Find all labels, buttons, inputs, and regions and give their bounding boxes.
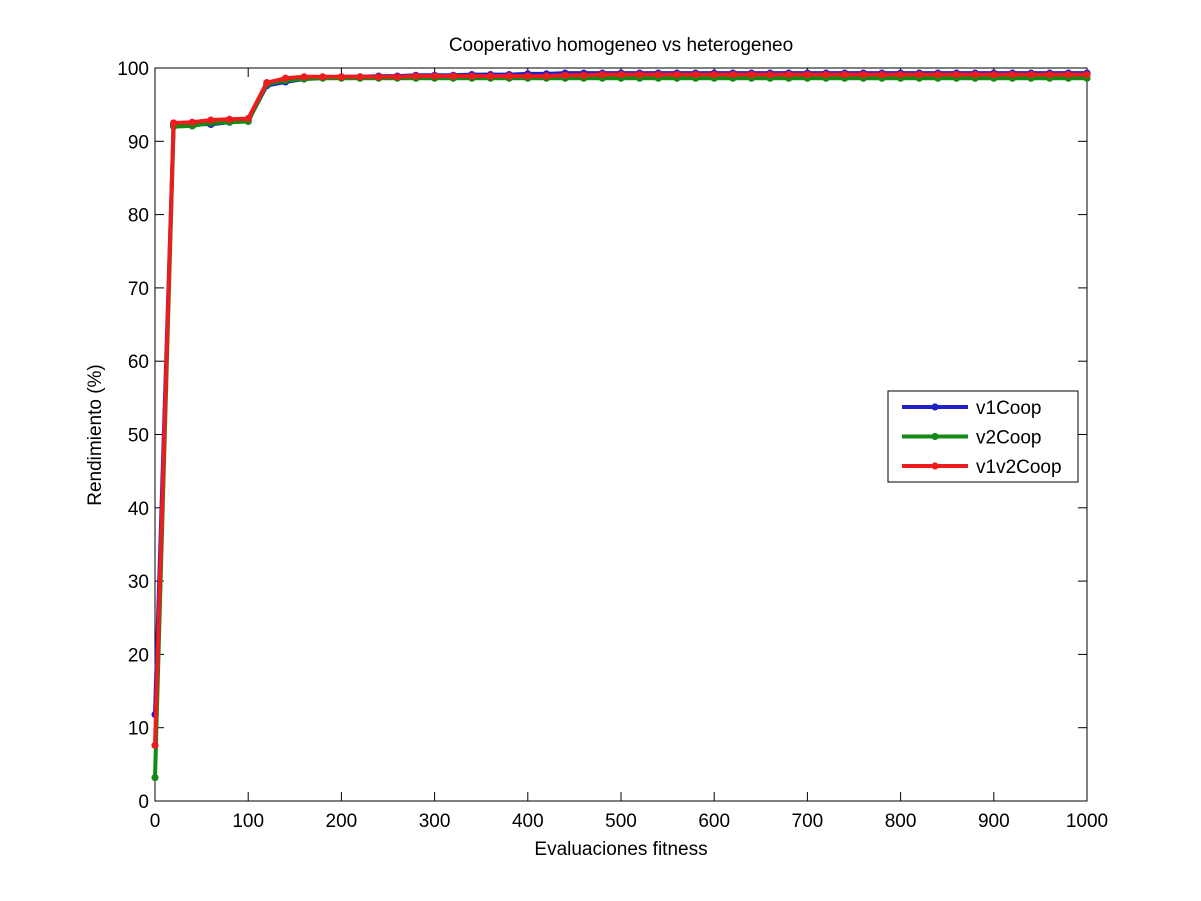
data-point-v1v2Coop — [934, 70, 942, 79]
data-point-v1v2Coop — [822, 70, 830, 79]
data-point-v1v2Coop — [878, 70, 886, 79]
data-point-v1v2Coop — [952, 70, 961, 79]
data-point-v1v2Coop — [897, 70, 905, 79]
legend-entry-v2Coop: v2Coop — [902, 428, 1042, 449]
data-point-v1v2Coop — [691, 70, 700, 79]
x-tick-labels: 0 100 200 300 400 500 600 700 800 900 1000 — [150, 811, 1108, 832]
data-point-v1v2Coop — [412, 72, 420, 80]
data-point-v1v2Coop — [281, 74, 290, 82]
legend-entries: v1Coop v2Coop v1v2Coop — [902, 398, 1062, 478]
data-point-v1v2Coop — [1083, 70, 1091, 79]
y-tick-label: 70 — [128, 279, 149, 300]
legend-marker — [931, 462, 939, 470]
data-point-v1v2Coop — [170, 119, 178, 127]
y-tick-label: 100 — [117, 59, 149, 80]
data-point-v1v2Coop — [598, 70, 606, 79]
data-point-v1v2Coop — [263, 79, 271, 87]
data-point-v1v2Coop — [636, 70, 644, 79]
data-point-v1v2Coop — [1064, 70, 1072, 79]
data-point-v1v2Coop — [225, 115, 234, 123]
x-tick-label: 100 — [232, 811, 264, 832]
data-point-v1v2Coop — [617, 70, 625, 79]
data-point-v1v2Coop — [431, 72, 439, 80]
data-point-v1v2Coop — [785, 70, 793, 79]
legend-label: v1v2Coop — [976, 457, 1062, 478]
x-axis-label: Evaluaciones fitness — [534, 839, 707, 860]
data-point-v1v2Coop — [337, 73, 345, 81]
y-tick-label: 40 — [128, 499, 149, 520]
y-tick-label: 60 — [128, 352, 149, 373]
data-point-v1v2Coop — [468, 72, 476, 80]
data-point-v1v2Coop — [244, 114, 252, 123]
x-tick-label: 700 — [792, 811, 824, 832]
y-tick-label: 90 — [128, 132, 149, 153]
x-tick-label: 0 — [150, 811, 161, 832]
data-point-v1v2Coop — [859, 70, 867, 79]
legend-marker — [931, 403, 939, 411]
data-point-v1v2Coop — [803, 70, 812, 79]
data-point-v1v2Coop — [915, 70, 923, 79]
legend-label: v2Coop — [976, 428, 1042, 449]
x-tick-label: 200 — [326, 811, 358, 832]
data-point-v1v2Coop — [654, 70, 662, 79]
data-point-v1v2Coop — [1008, 70, 1017, 79]
y-tick-label: 0 — [138, 792, 149, 813]
data-point-v1v2Coop — [1046, 70, 1054, 79]
data-point-v1v2Coop — [486, 72, 495, 80]
legend-entry-v1v2Coop: v1v2Coop — [902, 457, 1062, 478]
legend-marker — [931, 432, 939, 441]
data-point-v1v2Coop — [710, 70, 718, 79]
data-point-v1v2Coop — [524, 72, 532, 80]
legend: v1Coop v2Coop v1v2Coop — [887, 390, 1079, 483]
legend-label: v1Coop — [976, 398, 1042, 419]
data-point-v1v2Coop — [841, 70, 849, 79]
x-tick-label: 800 — [885, 811, 917, 832]
data-point-v1v2Coop — [300, 73, 308, 81]
x-tick-label: 900 — [978, 811, 1010, 832]
y-tick-label: 80 — [128, 206, 149, 227]
data-point-v1v2Coop — [375, 73, 383, 81]
data-point-v1v2Coop — [449, 72, 457, 80]
y-tick-label: 10 — [128, 719, 149, 740]
data-point-v1v2Coop — [356, 73, 364, 81]
series-lines — [151, 69, 1091, 782]
data-point-v1v2Coop — [207, 116, 215, 124]
data-point-v1v2Coop — [188, 118, 196, 126]
data-point-v1v2Coop — [990, 70, 998, 79]
y-tick-label: 20 — [128, 645, 149, 666]
data-point-v1v2Coop — [971, 70, 979, 79]
x-tick-label: 400 — [512, 811, 544, 832]
y-tick-label: 30 — [128, 572, 149, 593]
data-point-v1v2Coop — [542, 72, 551, 80]
chart-title: Cooperativo homogeneo vs heterogeneo — [449, 35, 793, 56]
data-point-v1v2Coop — [729, 70, 737, 79]
y-tick-label: 50 — [128, 426, 149, 447]
data-point-v2Coop — [151, 773, 159, 782]
data-point-v1v2Coop — [561, 71, 569, 79]
data-point-v1v2Coop — [747, 70, 756, 79]
legend-entry-v1Coop: v1Coop — [902, 398, 1042, 419]
data-point-v1v2Coop — [580, 71, 588, 79]
y-tick-labels: 0 10 20 30 40 50 60 70 80 90 100 — [117, 59, 149, 813]
x-tick-label: 500 — [605, 811, 637, 832]
x-tick-label: 300 — [419, 811, 451, 832]
x-tick-label: 600 — [698, 811, 730, 832]
data-point-v1v2Coop — [1027, 70, 1035, 79]
data-point-v1v2Coop — [151, 741, 159, 749]
series-v1v2Coop — [151, 70, 1091, 749]
y-axis-label: Rendimiento (%) — [85, 364, 106, 506]
x-tick-label: 1000 — [1066, 811, 1108, 832]
data-point-v1v2Coop — [766, 70, 774, 79]
data-point-v1v2Coop — [673, 70, 681, 79]
data-point-v1v2Coop — [393, 73, 401, 81]
data-point-v1v2Coop — [505, 72, 513, 80]
data-point-v1v2Coop — [319, 73, 327, 81]
